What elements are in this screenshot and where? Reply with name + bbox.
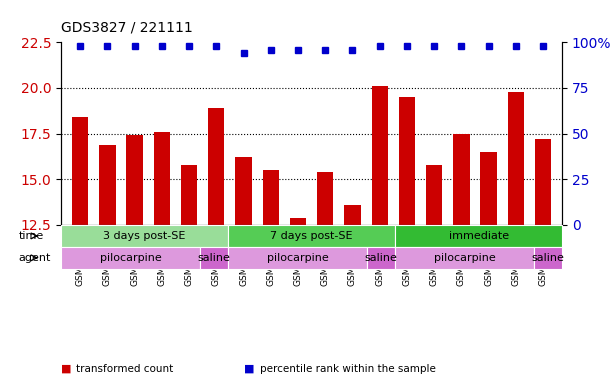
Bar [453,134,469,225]
Text: GDS3827 / 221111: GDS3827 / 221111 [61,21,193,35]
Text: saline: saline [532,253,565,263]
Text: pilocarpine: pilocarpine [434,253,496,263]
Text: transformed count: transformed count [76,364,174,374]
Text: immediate: immediate [448,231,509,241]
Bar [508,91,524,225]
Bar [480,152,497,225]
Text: pilocarpine: pilocarpine [267,253,329,263]
Bar [61,247,200,269]
Bar [181,165,197,225]
Bar [200,247,228,269]
Bar [154,132,170,225]
Text: ■: ■ [61,364,71,374]
Text: 3 days post-SE: 3 days post-SE [103,231,186,241]
Bar [371,86,388,225]
Text: percentile rank within the sample: percentile rank within the sample [260,364,436,374]
Bar [395,247,534,269]
Bar [395,225,562,247]
Bar [426,165,442,225]
Bar [126,136,143,225]
Bar [61,225,228,247]
Bar [344,205,360,225]
Text: time: time [18,231,44,241]
Bar [534,247,562,269]
Bar [228,247,367,269]
Text: 7 days post-SE: 7 days post-SE [270,231,353,241]
Bar [317,172,334,225]
Text: saline: saline [365,253,398,263]
Bar [263,170,279,225]
Bar [99,144,115,225]
Text: pilocarpine: pilocarpine [100,253,161,263]
Bar [228,225,395,247]
Text: ■: ■ [244,364,255,374]
Bar [290,218,306,225]
Bar [72,117,89,225]
Text: saline: saline [198,253,230,263]
Bar [399,97,415,225]
Text: agent: agent [18,253,51,263]
Bar [235,157,252,225]
Bar [367,247,395,269]
Bar [208,108,224,225]
Bar [535,139,551,225]
